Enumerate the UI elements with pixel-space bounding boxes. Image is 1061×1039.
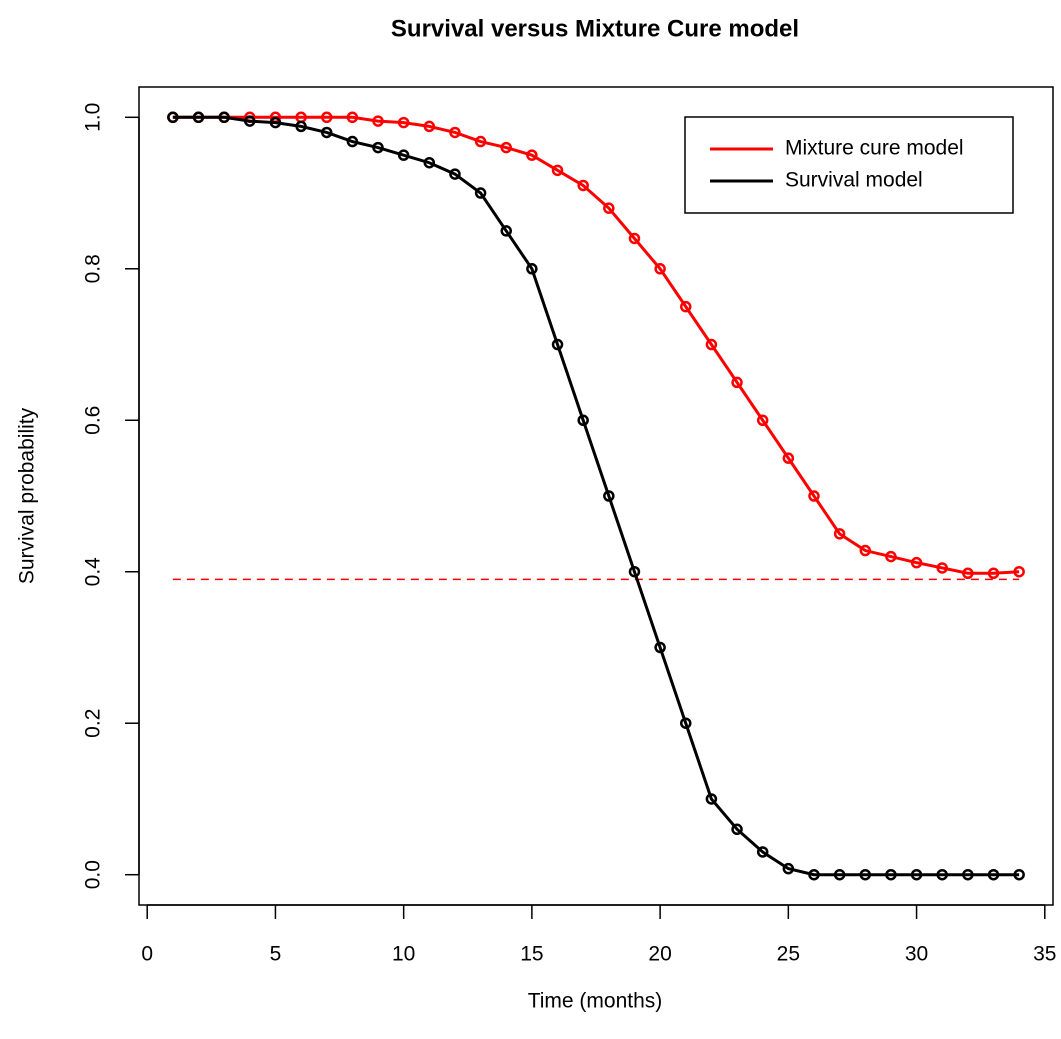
point xyxy=(756,414,769,427)
point xyxy=(782,452,795,464)
point xyxy=(885,868,897,881)
chart-title: Survival versus Mixture Cure model xyxy=(391,15,799,42)
point xyxy=(628,232,641,245)
y-tick-label: 0.0 xyxy=(82,860,105,889)
point xyxy=(577,414,589,427)
x-axis-label: Time (months) xyxy=(528,990,663,1013)
point xyxy=(372,115,384,127)
series-line xyxy=(172,115,1020,877)
point xyxy=(628,565,641,578)
point xyxy=(295,120,307,133)
y-axis-label: Survival probability xyxy=(16,407,39,584)
point xyxy=(859,544,872,557)
point xyxy=(910,556,923,569)
y-tick-label: 0.2 xyxy=(82,709,105,738)
point xyxy=(526,149,538,161)
y-tick-label: 0.4 xyxy=(82,557,105,587)
point xyxy=(244,115,256,127)
point xyxy=(269,116,282,129)
x-tick-label: 30 xyxy=(905,943,928,966)
point xyxy=(423,120,436,133)
x-tick-label: 0 xyxy=(141,943,153,966)
point xyxy=(500,141,512,154)
y-tick-label: 0.6 xyxy=(82,406,105,435)
point xyxy=(936,868,948,881)
point xyxy=(705,793,718,805)
point xyxy=(1013,565,1025,578)
point xyxy=(885,550,897,563)
point xyxy=(962,567,974,580)
series-line xyxy=(172,115,1020,575)
point xyxy=(936,562,948,574)
point xyxy=(833,528,846,540)
point xyxy=(987,868,1000,881)
point xyxy=(397,116,410,129)
point xyxy=(808,868,820,881)
point xyxy=(808,490,820,502)
x-tick-label: 15 xyxy=(520,943,543,966)
x-tick-label: 35 xyxy=(1033,943,1056,966)
point xyxy=(423,156,436,169)
legend-label: Survival model xyxy=(785,169,923,192)
point xyxy=(680,300,692,313)
legend: Mixture cure model Survival model xyxy=(684,116,1014,214)
point xyxy=(167,111,179,124)
legend-box xyxy=(684,116,1014,214)
point xyxy=(680,717,692,729)
x-tick-label: 25 xyxy=(777,943,800,966)
point xyxy=(859,868,872,881)
point xyxy=(1013,868,1025,881)
x-tick-label: 5 xyxy=(270,943,282,966)
point xyxy=(654,263,666,275)
point xyxy=(782,862,795,875)
point xyxy=(474,135,487,148)
point xyxy=(346,135,359,148)
point xyxy=(987,567,1000,580)
x-tick-label: 20 xyxy=(648,943,671,966)
point xyxy=(654,641,666,654)
point xyxy=(218,111,230,124)
point xyxy=(756,846,769,858)
point xyxy=(320,111,333,124)
point xyxy=(603,490,615,502)
point xyxy=(320,126,333,139)
legend-label: Mixture cure model xyxy=(785,137,964,160)
point xyxy=(372,141,384,154)
point xyxy=(962,868,974,881)
y-tick-label: 0.8 xyxy=(82,254,105,283)
point xyxy=(397,149,410,161)
point xyxy=(705,338,718,351)
point xyxy=(346,111,359,124)
point xyxy=(526,263,538,275)
point xyxy=(449,126,461,139)
point xyxy=(577,179,589,192)
point xyxy=(192,111,205,124)
x-tick-label: 10 xyxy=(392,943,415,966)
point xyxy=(500,225,512,237)
point xyxy=(603,202,615,214)
point xyxy=(551,338,564,351)
point xyxy=(474,187,487,199)
point xyxy=(551,164,564,177)
point xyxy=(731,823,743,836)
point xyxy=(449,168,461,180)
point xyxy=(833,868,846,881)
y-tick-label: 1.0 xyxy=(82,103,105,132)
point xyxy=(731,376,743,389)
point xyxy=(910,868,923,881)
